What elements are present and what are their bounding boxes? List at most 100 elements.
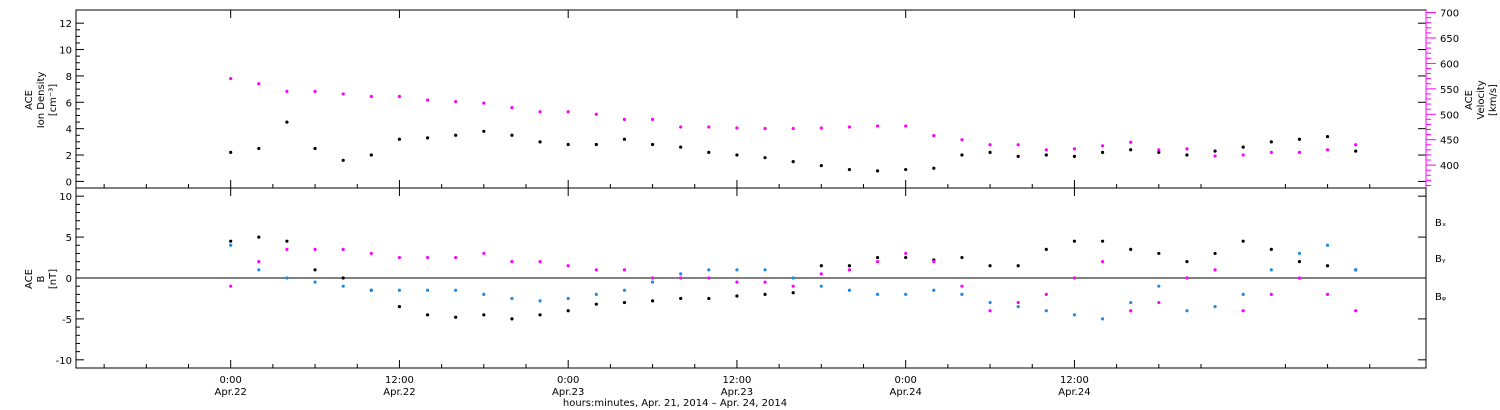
- b-field-point: [650, 276, 655, 280]
- b-field-point: [819, 272, 823, 276]
- b-field-point: [847, 268, 852, 272]
- b-field-point: [763, 292, 767, 296]
- b-field-point: [1129, 300, 1133, 305]
- density-velocity-point: [1100, 144, 1105, 148]
- density-velocity-point: [1157, 148, 1161, 152]
- density-velocity-point: [397, 94, 402, 99]
- density-velocity-point: [847, 125, 852, 129]
- density-velocity-point: [482, 101, 486, 105]
- b-field-point: [622, 300, 627, 305]
- b-field-point: [397, 305, 402, 309]
- b-field-point: [960, 284, 964, 288]
- ytick-label-left-bottom: -5: [62, 315, 72, 326]
- b-field-point: [707, 296, 711, 301]
- ticks-layer: 0 2 4 6 8 10 12 400 450 500 550 600 650 700 -10 -5 0 5 10 0…: [56, 9, 1459, 398]
- b-field-point: [510, 260, 514, 264]
- density-velocity-point: [650, 117, 655, 121]
- density-velocity-point: [763, 156, 767, 160]
- b-field-point: [510, 317, 514, 321]
- density-velocity-point: [819, 163, 823, 168]
- ylabel-right-line-1: ACE: [1464, 90, 1475, 110]
- density-velocity-point: [425, 98, 430, 102]
- b-field-point: [285, 247, 289, 251]
- b-field-point: [763, 268, 767, 272]
- b-field-point: [369, 288, 373, 292]
- b-field-point: [875, 255, 880, 260]
- ytick-label-left-top: 2: [66, 151, 72, 162]
- ylabel-right-line-2: Velocity: [1476, 80, 1487, 119]
- density-velocity-point: [1325, 134, 1330, 139]
- b-field-point: [285, 239, 289, 243]
- ytick-label-right: 500: [1440, 110, 1459, 121]
- xtick-label-date: Apr.24: [890, 387, 922, 398]
- b-field-point: [707, 276, 711, 280]
- xtick-label-time: 12:00: [1060, 375, 1089, 386]
- b-field-point: [1072, 239, 1077, 243]
- b-field-point: [538, 260, 542, 264]
- ylabel-line-1: ACE: [24, 90, 35, 110]
- b-field-point: [313, 268, 317, 272]
- ytick-label-right: 550: [1440, 85, 1459, 96]
- density-velocity-point: [932, 166, 936, 170]
- ylabel-line-3: [cm⁻³]: [48, 84, 59, 116]
- b-field-point: [1072, 313, 1077, 317]
- density-velocity-point: [369, 153, 373, 157]
- density-velocity-point: [285, 89, 289, 93]
- xtick-label-date: Apr.24: [1058, 387, 1090, 398]
- density-velocity-point: [988, 150, 992, 154]
- b-field-point: [875, 292, 880, 296]
- b-ylabel-line-3: [nT]: [48, 269, 59, 289]
- xtick-label-date: Apr.23: [721, 387, 753, 398]
- b-field-point: [1354, 309, 1358, 313]
- b-field-point: [904, 292, 908, 296]
- b-field-point: [1297, 251, 1302, 256]
- b-field-point: [1269, 292, 1273, 296]
- density-velocity-point: [791, 126, 795, 131]
- b-field-point: [1185, 309, 1189, 313]
- b-field-point: [735, 294, 739, 298]
- b-field-point: [932, 260, 936, 264]
- density-velocity-point: [594, 142, 598, 147]
- b-field-point: [1241, 239, 1245, 243]
- density-velocity-point: [1100, 150, 1105, 154]
- b-field-point: [622, 288, 627, 292]
- ytick-label-left-bottom: 10: [59, 192, 72, 203]
- ytick-label-right: 450: [1440, 136, 1459, 147]
- b-field-point: [847, 264, 852, 268]
- b-field-point: [1213, 305, 1217, 309]
- ytick-label-right: 650: [1440, 34, 1459, 45]
- b-field-point: [1072, 276, 1077, 280]
- legend-by: Bᵧ: [1435, 254, 1446, 265]
- density-velocity-point: [735, 126, 739, 130]
- density-velocity-point: [425, 136, 430, 140]
- density-velocity-point: [510, 133, 514, 137]
- density-velocity-point: [847, 167, 852, 172]
- b-field-point: [566, 264, 570, 268]
- density-velocity-point: [1185, 153, 1189, 157]
- b-field-point: [229, 239, 233, 243]
- b-field-point: [1044, 309, 1048, 313]
- b-field-point: [791, 284, 795, 288]
- b-field-point: [679, 296, 683, 301]
- density-velocity-point: [454, 133, 458, 137]
- density-velocity-point: [1269, 150, 1273, 154]
- density-velocity-point: [1325, 148, 1330, 152]
- density-velocity-point: [1297, 150, 1302, 154]
- density-velocity-point: [960, 153, 964, 157]
- b-field-point: [566, 296, 570, 301]
- bottom-left-ylabel: ACE B [nT]: [24, 269, 59, 289]
- b-field-point: [425, 288, 430, 292]
- xtick-label-time: 0:00: [219, 375, 241, 386]
- legend-bx: Bₓ: [1435, 218, 1446, 229]
- density-velocity-point: [1044, 153, 1048, 157]
- b-field-point: [650, 280, 655, 284]
- density-velocity-point: [285, 120, 289, 124]
- density-velocity-point: [875, 124, 880, 128]
- b-field-point: [1129, 309, 1133, 313]
- b-field-point: [791, 276, 795, 280]
- b-field-point: [791, 291, 795, 295]
- b-field-point: [988, 264, 992, 268]
- b-field-point: [313, 280, 317, 284]
- b-field-point: [341, 247, 345, 251]
